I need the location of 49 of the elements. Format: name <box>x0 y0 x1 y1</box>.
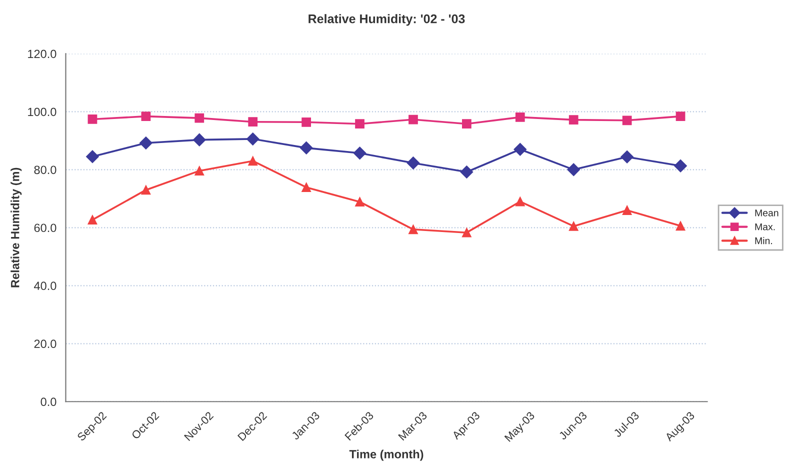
point <box>88 114 98 124</box>
chart-title: Relative Humidity: '02 - '03 <box>308 14 465 26</box>
point <box>515 196 525 206</box>
point <box>515 112 525 122</box>
point <box>302 182 311 192</box>
point <box>192 133 206 146</box>
point <box>140 136 152 150</box>
point <box>248 117 258 127</box>
y-axis-title: Relative Humidity (m) <box>10 168 22 288</box>
point <box>568 115 578 124</box>
y-tick-label: 100.0 <box>28 108 56 116</box>
point <box>408 114 418 124</box>
point <box>622 116 632 126</box>
legend-label: Mean <box>755 210 778 216</box>
point <box>676 112 686 122</box>
legend-label: Min. <box>755 237 772 244</box>
point <box>194 113 204 123</box>
point <box>462 119 472 129</box>
point <box>246 132 260 146</box>
point <box>141 112 151 122</box>
point <box>302 117 311 127</box>
y-tick-label: 60.0 <box>34 224 56 232</box>
point <box>88 215 98 225</box>
y-tick-label: 40.0 <box>34 282 56 290</box>
point <box>408 224 418 234</box>
legend-label: Max. <box>755 223 775 230</box>
point <box>460 166 474 178</box>
point <box>462 228 472 238</box>
point <box>568 222 578 231</box>
point <box>248 156 258 166</box>
y-tick-label: 20.0 <box>34 340 56 348</box>
point <box>674 159 687 172</box>
y-tick-label: 80.0 <box>34 166 56 174</box>
point <box>514 142 527 156</box>
y-tick-label: 0.0 <box>40 398 56 406</box>
point <box>141 185 151 195</box>
point <box>676 221 686 231</box>
point <box>194 166 204 176</box>
y-tick-label: 120.0 <box>28 50 56 58</box>
point <box>355 119 364 129</box>
point <box>622 206 632 215</box>
point <box>353 146 366 160</box>
point <box>620 150 634 164</box>
point <box>86 150 99 164</box>
point <box>406 156 420 170</box>
point <box>300 142 313 154</box>
point <box>355 197 364 207</box>
x-axis-title: Time (month) <box>349 450 424 461</box>
point <box>567 163 580 176</box>
